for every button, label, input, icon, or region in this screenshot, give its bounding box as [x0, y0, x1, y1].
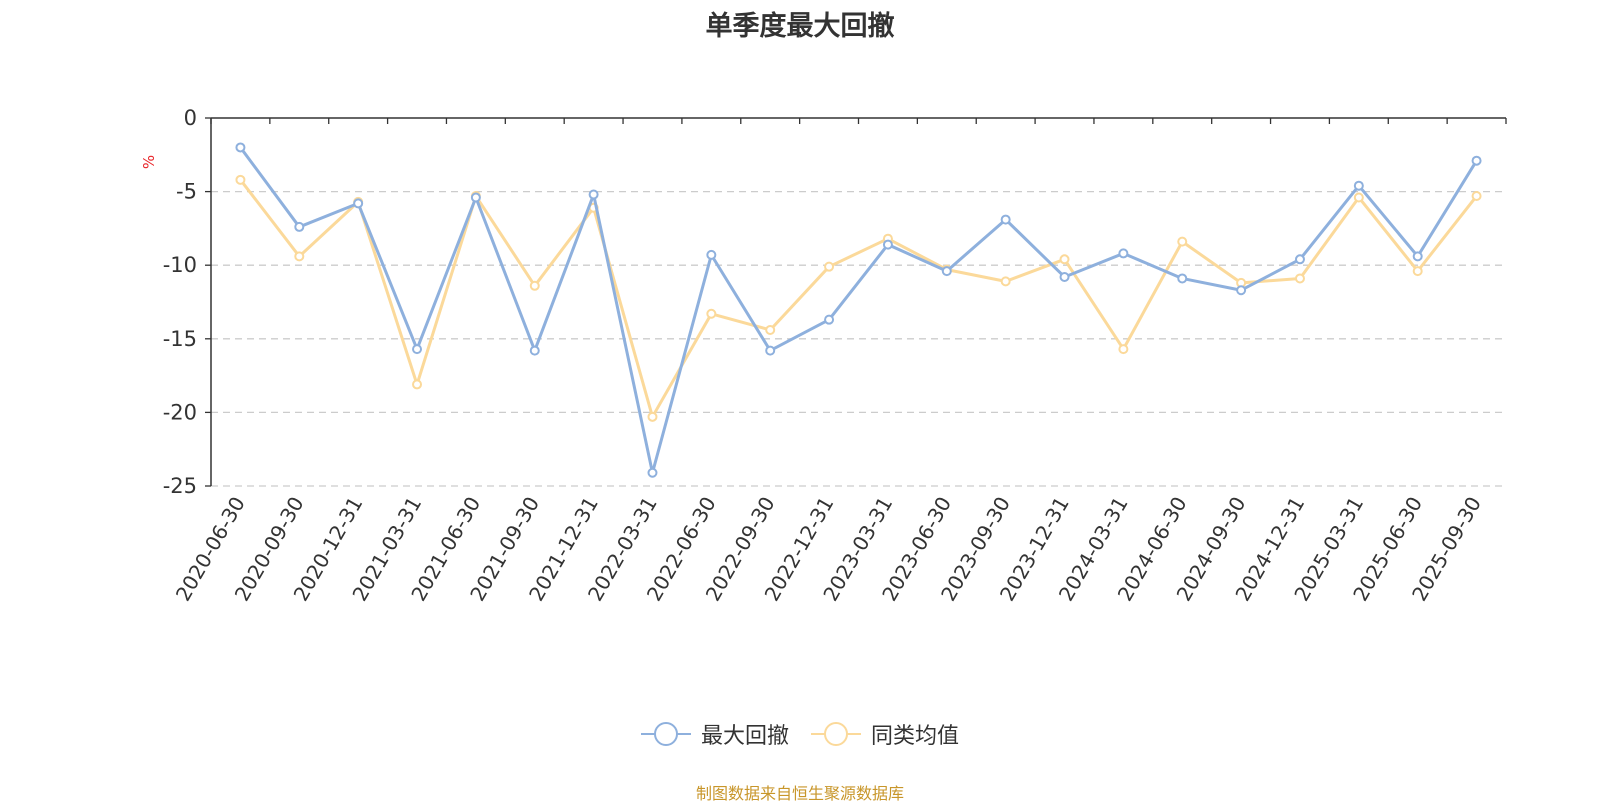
data-point — [1236, 285, 1247, 296]
data-point — [647, 467, 658, 478]
data-point — [1471, 155, 1482, 166]
y-tick-label: 0 — [184, 106, 197, 130]
axes — [205, 117, 1507, 487]
data-point — [765, 345, 776, 356]
data-point — [1000, 276, 1011, 287]
data-point — [294, 221, 305, 232]
data-point — [235, 174, 246, 185]
y-tick-label: -20 — [163, 400, 197, 424]
legend-label: 同类均值 — [871, 724, 960, 749]
data-source-note: 制图数据来自恒生聚源数据库 — [695, 784, 904, 803]
data-point — [1294, 273, 1305, 284]
y-tick-label: -25 — [163, 474, 197, 498]
data-point — [1118, 344, 1129, 355]
data-point — [824, 261, 835, 272]
data-point — [412, 344, 423, 355]
series-line — [239, 146, 1478, 475]
legend-item-series-2[interactable]: 同类均值 — [811, 718, 959, 750]
data-point — [470, 192, 481, 203]
data-point — [706, 308, 717, 319]
data-point — [1471, 191, 1482, 202]
series — [235, 142, 1482, 478]
data-point — [1118, 248, 1129, 259]
gridlines — [211, 190, 1506, 487]
data-point — [706, 249, 717, 260]
data-point — [235, 142, 246, 153]
y-tick-label: -5 — [176, 180, 197, 204]
legend-label: 最大回撤 — [700, 724, 789, 749]
data-point — [1059, 271, 1070, 282]
data-point — [1000, 214, 1011, 225]
data-point — [412, 379, 423, 390]
data-point — [294, 251, 305, 262]
y-tick-label: -10 — [163, 253, 197, 277]
data-point — [1177, 273, 1188, 284]
data-point — [529, 345, 540, 356]
data-point — [353, 198, 364, 209]
data-point — [824, 314, 835, 325]
data-point — [1353, 180, 1364, 191]
legend-item-series-1[interactable]: 最大回撤 — [640, 718, 789, 750]
data-point — [941, 266, 952, 277]
series-2 — [235, 174, 1482, 422]
y-tick-labels: 0 -5 -10 -15 -20 -25 — [163, 106, 197, 498]
data-point — [1412, 266, 1423, 277]
data-point — [765, 324, 776, 335]
y-tick-label: -15 — [163, 327, 197, 351]
data-point — [1353, 192, 1364, 203]
legend-marker-icon — [640, 721, 691, 747]
data-point — [882, 239, 893, 250]
data-point — [588, 189, 599, 200]
data-point — [529, 280, 540, 291]
x-tick-labels: 2020-06-302020-09-302020-12-312021-03-31… — [171, 492, 1486, 605]
data-point — [1059, 254, 1070, 265]
data-point — [647, 411, 658, 422]
data-point — [1412, 251, 1423, 262]
chart-title: 单季度最大回撤 — [705, 11, 895, 42]
legend-marker-icon — [811, 721, 861, 747]
data-point — [1294, 254, 1305, 265]
series-line — [239, 178, 1478, 419]
series-1 — [235, 142, 1482, 478]
legend: 最大回撤 同类均值 — [0, 718, 1600, 750]
data-point — [1177, 236, 1188, 247]
y-axis-unit-label: % — [140, 155, 158, 169]
